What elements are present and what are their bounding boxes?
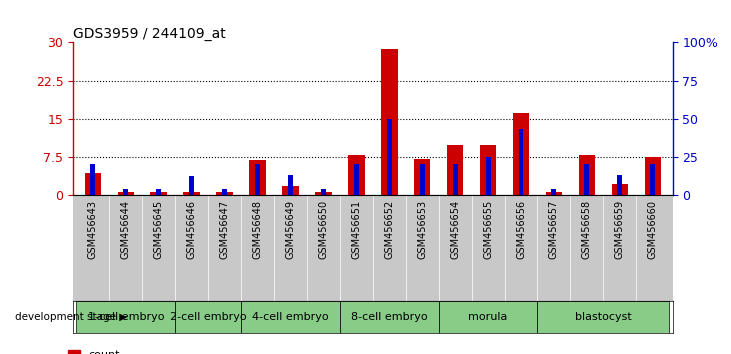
Bar	[183, 192, 200, 195]
Bar	[143, 195, 175, 301]
Text: GSM456656: GSM456656	[516, 200, 526, 259]
Text: GSM456647: GSM456647	[219, 200, 230, 259]
Bar	[651, 164, 655, 195]
Bar	[288, 175, 293, 195]
Bar	[603, 195, 636, 301]
Bar	[274, 195, 307, 301]
Text: GSM456649: GSM456649	[286, 200, 295, 259]
Text: GSM456646: GSM456646	[186, 200, 197, 259]
Bar	[282, 185, 299, 195]
Text: development stage ▶: development stage ▶	[15, 312, 127, 322]
Bar	[373, 195, 406, 301]
Bar	[241, 301, 340, 333]
Text: GSM456653: GSM456653	[417, 200, 427, 259]
Text: GSM456643: GSM456643	[88, 200, 98, 259]
Bar	[636, 195, 669, 301]
Bar	[91, 164, 95, 195]
Bar	[340, 195, 373, 301]
Text: morula: morula	[469, 312, 508, 322]
Bar	[222, 189, 227, 195]
Text: GSM456658: GSM456658	[582, 200, 592, 259]
Text: GSM456644: GSM456644	[121, 200, 131, 259]
Text: GSM456648: GSM456648	[252, 200, 262, 259]
Bar	[85, 173, 101, 195]
Bar	[77, 195, 110, 301]
Bar	[175, 195, 208, 301]
Bar	[518, 129, 523, 195]
Bar	[480, 145, 496, 195]
Bar	[504, 195, 537, 301]
Bar	[452, 164, 458, 195]
Bar	[175, 301, 241, 333]
Bar	[315, 192, 332, 195]
Text: GSM456652: GSM456652	[385, 200, 394, 259]
Bar	[249, 160, 266, 195]
Text: GSM456645: GSM456645	[154, 200, 164, 259]
Bar	[546, 192, 562, 195]
Bar	[124, 189, 128, 195]
Text: 2-cell embryo: 2-cell embryo	[170, 312, 246, 322]
Bar	[307, 195, 340, 301]
Text: 4-cell embryo: 4-cell embryo	[252, 312, 329, 322]
Bar	[406, 195, 439, 301]
Bar	[414, 159, 431, 195]
Text: GSM456655: GSM456655	[483, 200, 493, 259]
Text: blastocyst: blastocyst	[575, 312, 632, 322]
Bar	[189, 176, 194, 195]
Bar	[348, 155, 365, 195]
Bar	[471, 195, 504, 301]
Bar	[118, 192, 134, 195]
Bar	[579, 155, 595, 195]
Text: GSM456657: GSM456657	[549, 200, 559, 259]
Bar	[447, 145, 463, 195]
Bar	[420, 164, 425, 195]
Bar	[208, 195, 241, 301]
Bar	[584, 164, 589, 195]
Text: 1-cell embryo: 1-cell embryo	[88, 312, 164, 322]
Bar	[381, 48, 398, 195]
Bar	[241, 195, 274, 301]
Bar	[485, 156, 491, 195]
Text: GSM456660: GSM456660	[648, 200, 658, 259]
Text: GSM456659: GSM456659	[615, 200, 625, 259]
Bar	[439, 301, 537, 333]
Bar	[255, 164, 260, 195]
Bar	[439, 195, 471, 301]
Text: GSM456654: GSM456654	[450, 200, 460, 259]
Bar	[387, 119, 392, 195]
Bar	[151, 192, 167, 195]
Bar	[321, 189, 326, 195]
Bar	[340, 301, 439, 333]
Text: GDS3959 / 244109_at: GDS3959 / 244109_at	[73, 28, 226, 41]
Bar	[156, 189, 162, 195]
Bar	[618, 175, 622, 195]
Bar	[354, 164, 359, 195]
Bar	[551, 189, 556, 195]
Bar	[570, 195, 603, 301]
Bar	[77, 301, 175, 333]
Text: 8-cell embryo: 8-cell embryo	[351, 312, 428, 322]
Legend: count, percentile rank within the sample: count, percentile rank within the sample	[64, 346, 281, 354]
Bar	[512, 113, 529, 195]
Text: GSM456650: GSM456650	[319, 200, 328, 259]
Bar	[537, 195, 570, 301]
Bar	[537, 301, 669, 333]
Bar	[110, 195, 143, 301]
Bar	[216, 192, 233, 195]
Bar	[612, 183, 628, 195]
Text: GSM456651: GSM456651	[352, 200, 361, 259]
Bar	[645, 157, 661, 195]
